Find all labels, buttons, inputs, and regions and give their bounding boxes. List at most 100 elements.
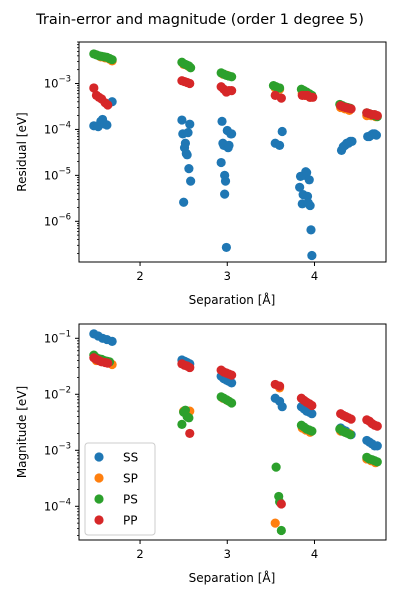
data-point-ss [217,116,227,126]
data-point-pp [227,86,237,96]
legend-marker-ss [94,452,104,462]
data-point-ss [306,225,316,235]
data-point-ss [302,167,312,178]
data-point-pp [103,358,113,368]
x-tick-label: 3 [224,547,231,561]
data-point-ss [177,115,187,125]
magnitude-panel: 2 3 4 10−4 10−3 10−2 10−1 Separation [Å] Magn… [15,323,387,585]
data-point-ss [221,242,231,253]
x-tick-label: 2 [136,269,143,283]
data-point-ss [220,176,231,186]
data-point-ss [305,200,315,211]
magnitude-legend: SS SP PS PP [84,442,156,536]
data-point-pp [307,400,317,411]
x-tick-label: 4 [311,547,318,561]
data-point-ss [347,136,357,146]
data-point-ss [371,130,382,140]
data-point-ss [220,189,230,199]
data-point-ss [277,402,287,412]
data-point-ps [345,430,355,440]
figure-title: Train-error and magnitude (order 1 degre… [35,12,364,28]
data-point-pp [185,428,195,439]
data-point-ss [372,441,382,451]
data-point-ss [304,175,314,185]
magnitude-y-axis-label: Magnitude [eV] [15,386,29,478]
x-tick-label: 4 [311,269,318,283]
data-point-pp [227,370,237,380]
data-point-pp [103,100,113,110]
magnitude-marks [89,329,382,536]
y-tick-label: 10−2 [44,385,71,401]
data-point-pp [276,499,286,509]
data-point-pp [276,93,286,103]
legend-marker-ps [94,494,104,504]
data-point-ss [216,157,226,168]
data-point-ss [277,126,287,137]
legend-marker-pp [94,515,104,525]
data-point-ss [179,197,189,207]
data-point-ps [271,462,281,472]
data-point-ss [295,182,305,192]
legend-marker-sp [94,473,104,483]
data-point-pp [308,92,318,102]
data-point-ps [227,398,237,408]
data-point-ps [276,525,286,536]
legend-label-ps: PS [123,493,138,507]
residual-y-ticks: 10−6 10−5 10−4 10−3 [44,41,79,254]
data-point-pp [346,104,356,114]
x-tick-label: 3 [224,269,231,283]
data-point-ss [185,119,195,129]
data-point-ss [184,164,194,174]
data-point-ss [186,176,196,186]
residual-x-ticks: 2 3 4 [136,262,318,283]
data-point-ss [307,409,317,419]
residual-x-axis-label: Separation [Å] [189,292,276,307]
data-point-ps [275,83,285,93]
y-tick-label: 10−3 [44,74,71,90]
legend-box [84,442,156,536]
data-point-pp [275,381,285,391]
data-point-ps [372,457,382,467]
y-tick-label: 10−1 [44,329,71,345]
x-tick-label: 2 [136,547,143,561]
y-tick-label: 10−4 [44,497,71,513]
magnitude-axes-frame [78,323,387,541]
data-point-ps [307,426,317,436]
data-point-ss [224,140,234,150]
residual-y-axis-label: Residual [eV] [15,112,29,191]
data-point-ps [107,55,117,65]
residual-panel: 2 3 4 10−6 10−5 10−4 10−3 Separation [Å] Resi… [15,41,387,307]
data-point-ss [102,120,112,130]
data-point-ss [302,191,313,201]
data-point-ss [182,150,192,160]
magnitude-x-axis-label: Separation [Å] [189,570,276,585]
y-tick-label: 10−5 [44,166,71,182]
data-point-ss [227,129,237,139]
data-point-ss [227,378,237,388]
data-point-ss [275,140,285,150]
data-point-pp [185,78,195,89]
data-point-sp [270,518,280,528]
data-point-pp [89,83,99,93]
y-tick-label: 10−4 [44,120,71,136]
data-point-pp [372,110,382,121]
data-point-pp [185,362,195,373]
magnitude-x-ticks: 2 3 4 [136,540,318,561]
y-tick-label: 10−6 [44,212,71,228]
legend-label-ss: SS [123,451,138,465]
data-point-ss [107,336,117,346]
y-tick-label: 10−3 [44,441,71,457]
data-point-ps [186,63,196,73]
data-point-pp [372,421,382,431]
legend-label-pp: PP [123,514,137,528]
residual-marks [89,49,382,261]
data-point-pp [346,414,356,424]
data-point-ss [180,138,190,148]
data-point-ps [227,72,237,82]
data-point-ss [307,250,317,261]
residual-axes-frame [78,41,387,263]
legend-label-sp: SP [123,472,138,486]
data-point-ps [184,413,194,423]
